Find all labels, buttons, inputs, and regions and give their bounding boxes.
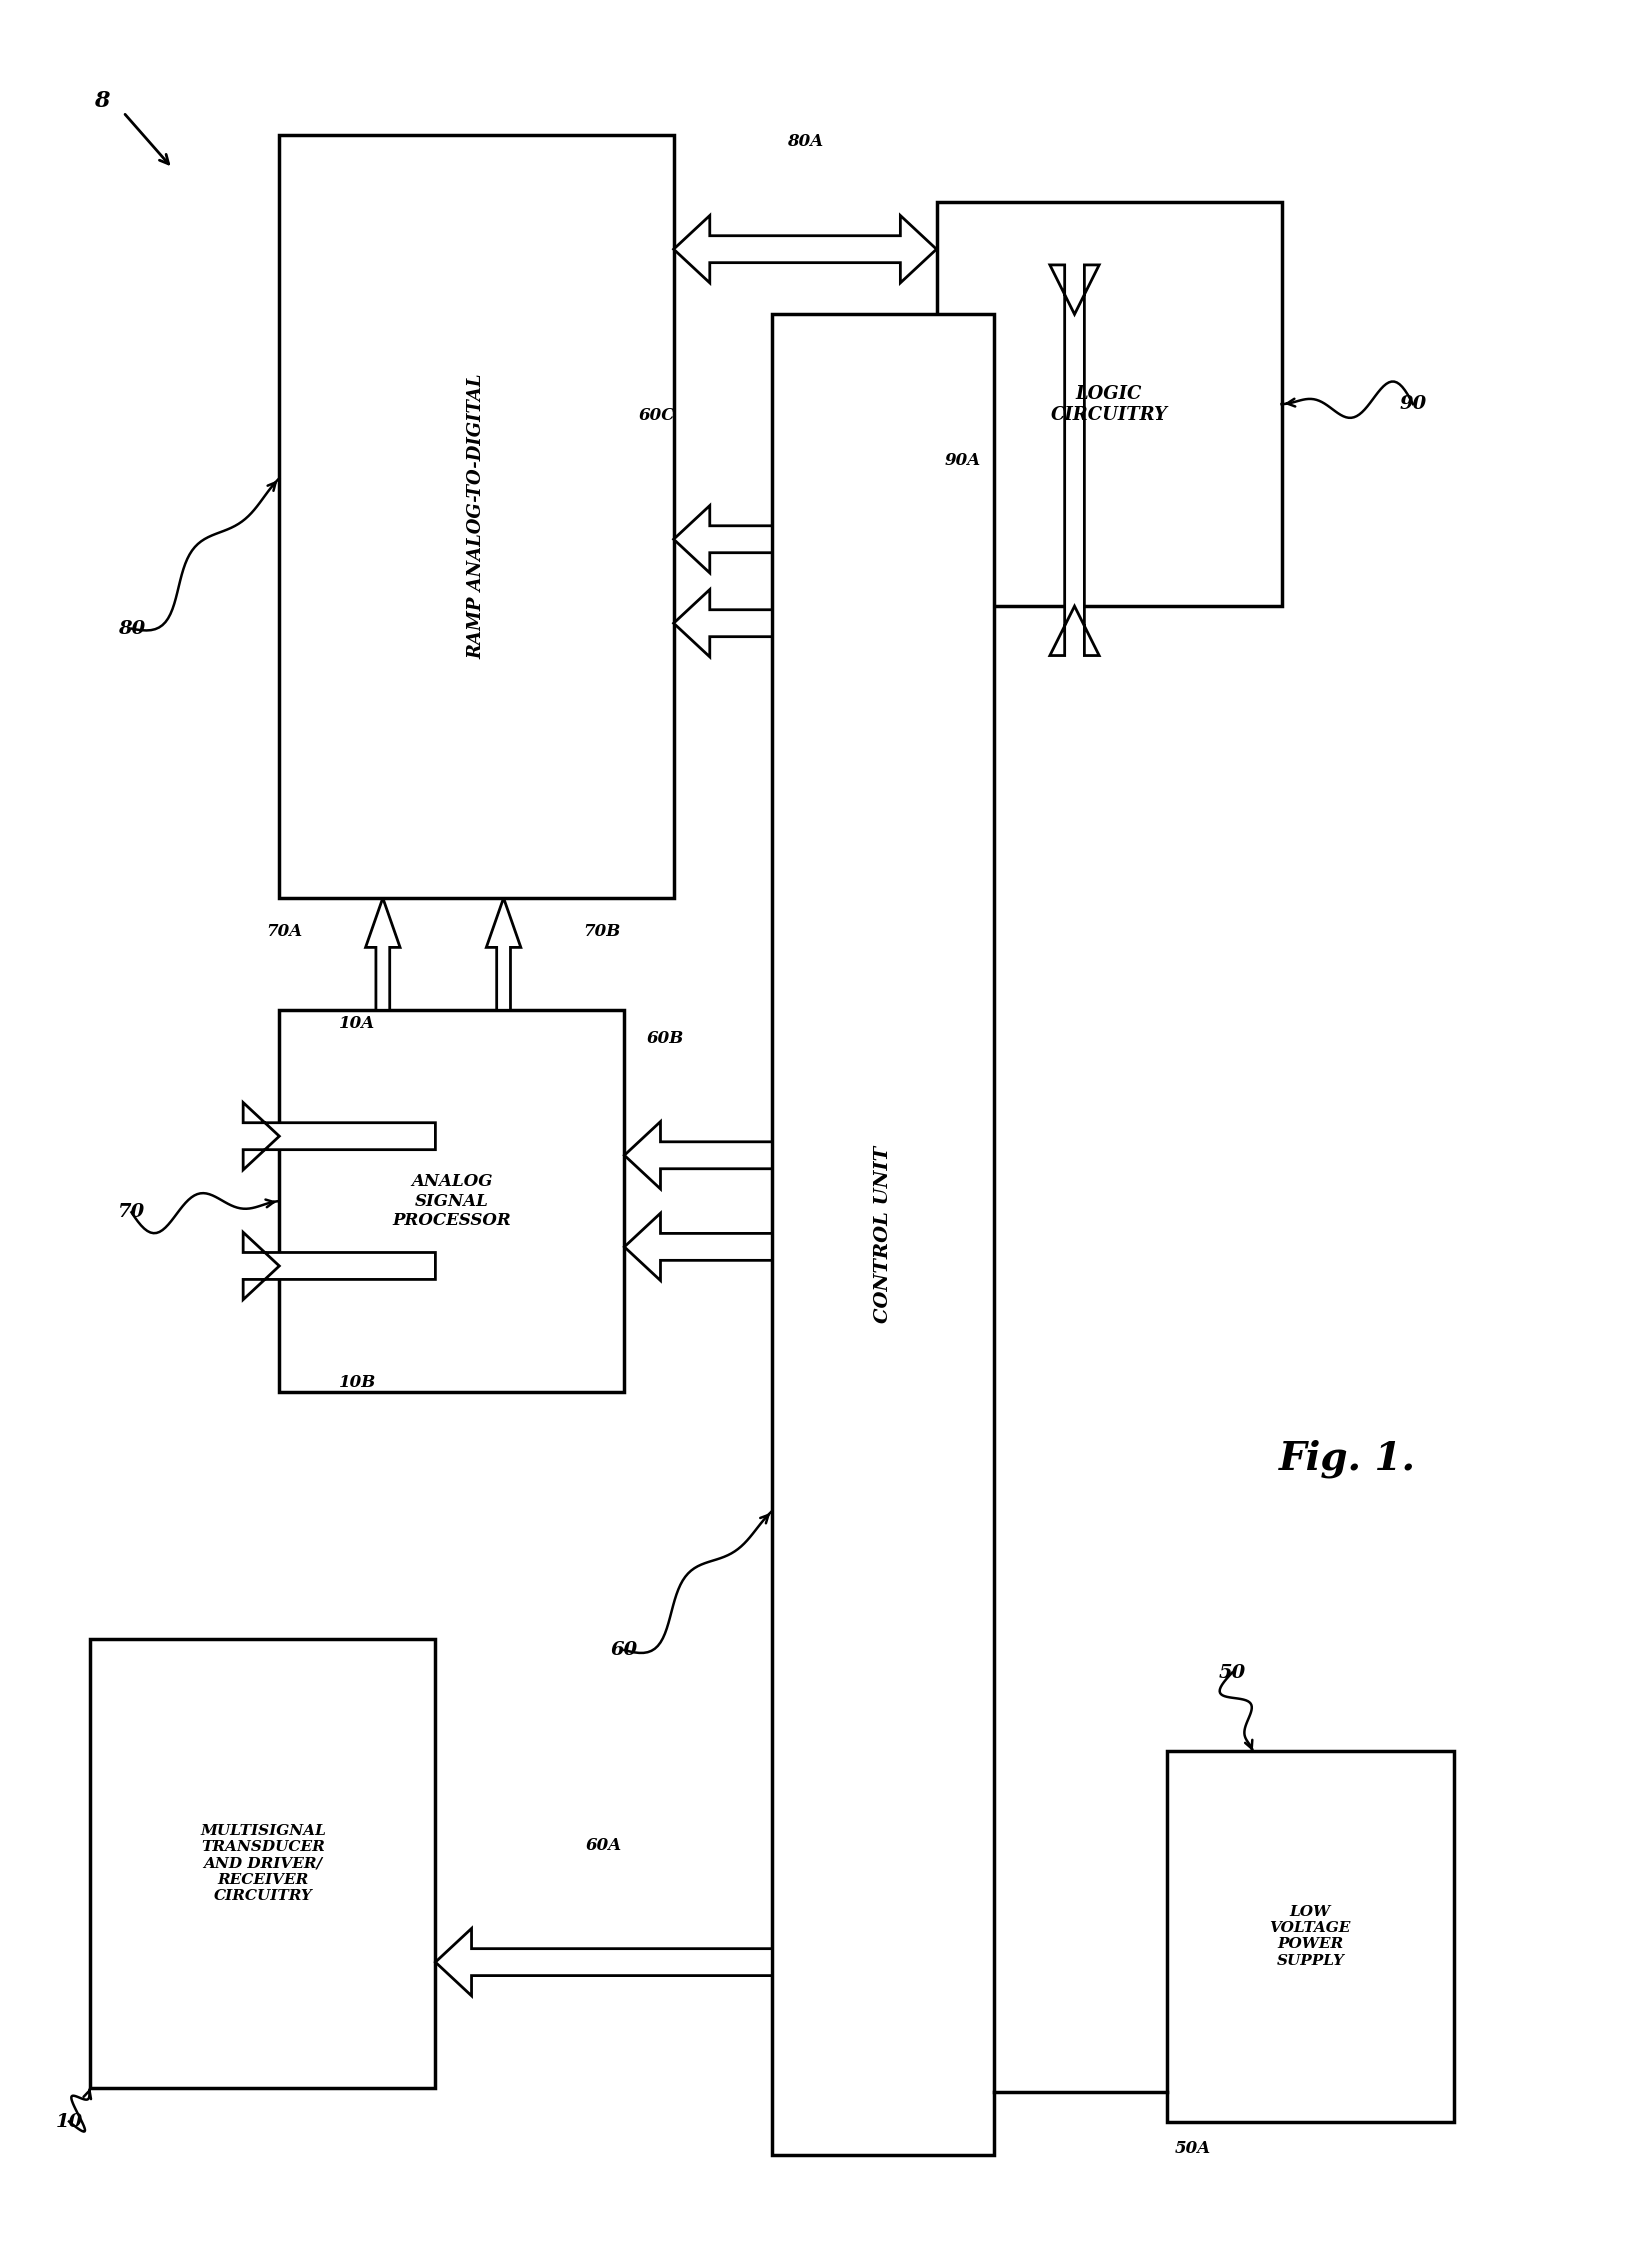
Polygon shape (624, 1122, 772, 1190)
Text: 70: 70 (118, 1203, 145, 1221)
Text: 50A: 50A (1175, 2139, 1211, 2157)
Text: ANALOG
SIGNAL
PROCESSOR: ANALOG SIGNAL PROCESSOR (393, 1172, 511, 1230)
Polygon shape (486, 898, 521, 1010)
Text: 50: 50 (1219, 1664, 1245, 1682)
Text: 10: 10 (56, 2113, 82, 2131)
Text: 90A: 90A (945, 451, 981, 469)
Text: 80A: 80A (787, 132, 823, 150)
Bar (772, 314, 994, 2155)
Text: 60C: 60C (639, 406, 675, 424)
Polygon shape (365, 898, 401, 1010)
Polygon shape (435, 1928, 772, 1996)
Text: 90: 90 (1400, 395, 1426, 413)
Polygon shape (243, 1233, 435, 1300)
Text: 80: 80 (118, 620, 145, 638)
Text: 60: 60 (611, 1641, 637, 1659)
Bar (279, 1010, 624, 1392)
Text: 10B: 10B (338, 1374, 376, 1392)
Text: LOGIC
CIRCUITRY: LOGIC CIRCUITRY (1050, 384, 1168, 424)
Text: MULTISIGNAL
TRANSDUCER
AND DRIVER/
RECEIVER
CIRCUITRY: MULTISIGNAL TRANSDUCER AND DRIVER/ RECEI… (200, 1823, 325, 1904)
Bar (90, 1639, 435, 2088)
Bar (937, 202, 1282, 606)
Polygon shape (624, 1212, 772, 1280)
Text: CONTROL UNIT: CONTROL UNIT (874, 1147, 892, 1322)
Text: RAMP ANALOG-TO-DIGITAL: RAMP ANALOG-TO-DIGITAL (468, 373, 485, 660)
Bar (279, 135, 674, 898)
Polygon shape (674, 216, 937, 283)
Text: Fig. 1.: Fig. 1. (1278, 1439, 1416, 1479)
Polygon shape (243, 1102, 435, 1170)
Text: 8: 8 (94, 90, 110, 112)
Polygon shape (1050, 265, 1099, 656)
Text: 60A: 60A (587, 1836, 621, 1854)
Text: 70B: 70B (583, 923, 621, 941)
Bar (1167, 1751, 1454, 2122)
Text: 60B: 60B (647, 1030, 683, 1046)
Text: 70A: 70A (266, 923, 302, 941)
Polygon shape (674, 590, 772, 658)
Text: LOW
VOLTAGE
POWER
SUPPLY: LOW VOLTAGE POWER SUPPLY (1270, 1906, 1351, 1967)
Text: 10A: 10A (340, 1015, 375, 1033)
Polygon shape (674, 505, 772, 572)
